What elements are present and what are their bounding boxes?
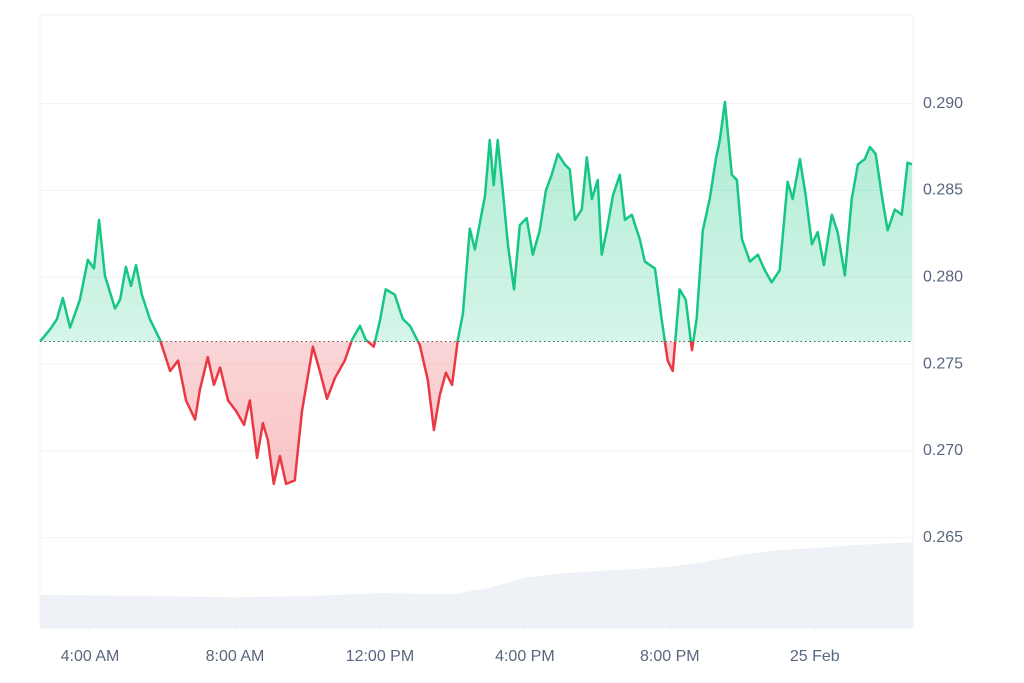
- volume-area: [40, 542, 913, 628]
- x-tick-label: 4:00 PM: [495, 648, 555, 665]
- line-down: [40, 341, 695, 486]
- x-tick-label: 8:00 PM: [640, 648, 700, 665]
- y-tick-label: 0.285: [923, 182, 963, 199]
- y-tick-label: 0.275: [923, 355, 963, 372]
- x-tick-label: 4:00 AM: [61, 648, 120, 665]
- x-tick-label: 8:00 AM: [206, 648, 265, 665]
- y-tick-label: 0.265: [923, 529, 963, 546]
- y-tick-label: 0.270: [923, 442, 963, 459]
- x-tick-label: 12:00 PM: [346, 648, 414, 665]
- y-tick-label: 0.290: [923, 95, 963, 112]
- line-up: [39, 100, 913, 342]
- area-down: [160, 341, 694, 484]
- area-up: [40, 101, 912, 342]
- y-tick-label: 0.280: [923, 268, 963, 285]
- x-tick-label: 25 Feb: [790, 648, 840, 665]
